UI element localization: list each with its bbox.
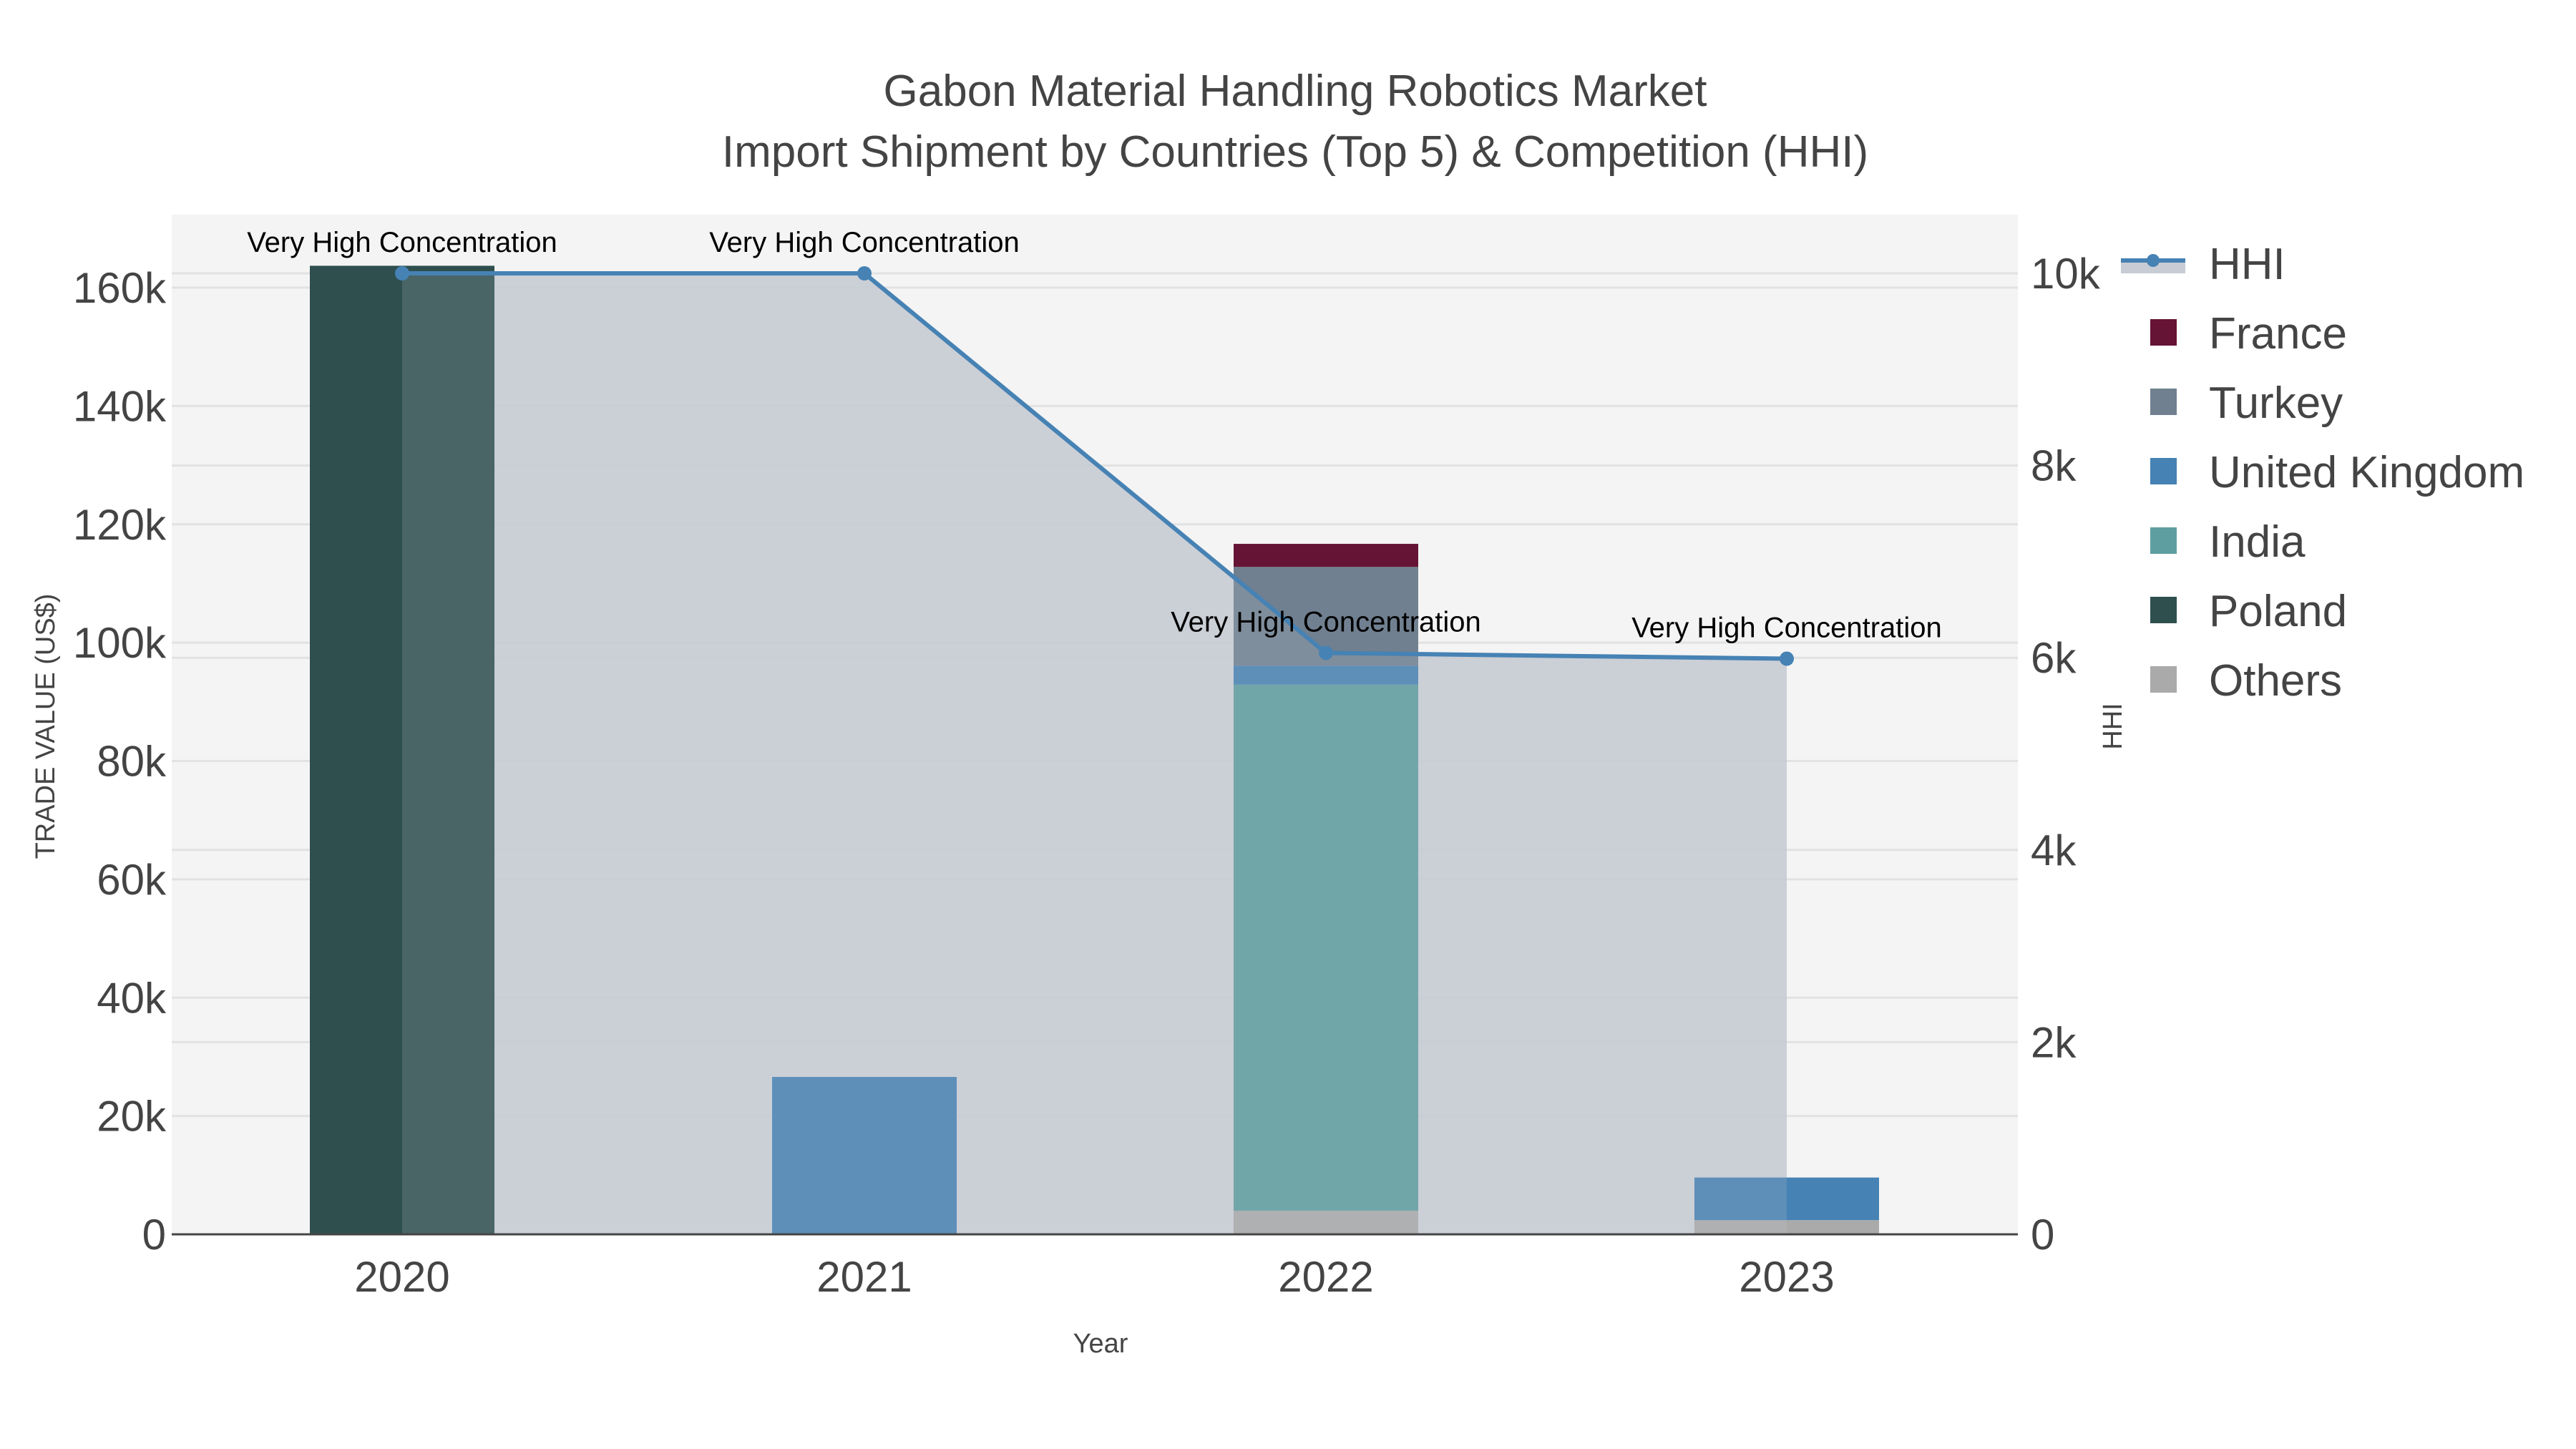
y-tick-label: 160k	[73, 264, 167, 312]
chart-title: Gabon Material Handling Robotics Market	[884, 67, 1707, 116]
hhi-line	[395, 266, 1794, 666]
legend-swatch-icon	[2150, 666, 2177, 693]
hhi-area	[402, 273, 1787, 1234]
legend-item-united-kingdom[interactable]: United Kingdom	[2150, 448, 2524, 497]
legend-item-poland[interactable]: Poland	[2150, 587, 2347, 636]
legend-label: Poland	[2209, 587, 2347, 636]
bars	[310, 265, 1879, 1234]
y-tick-label: 100k	[73, 619, 167, 667]
hhi-marker	[857, 266, 872, 280]
legend-label: Others	[2209, 656, 2342, 706]
legend-swatch-icon	[2150, 527, 2177, 554]
bar-segment	[310, 265, 494, 1234]
bar-segment	[1234, 684, 1418, 1211]
x-tick-label: 2020	[354, 1253, 449, 1301]
legend-label: United Kingdom	[2209, 448, 2524, 497]
hhi-fill-area	[402, 273, 1787, 1234]
y-tick-label: 80k	[97, 738, 167, 786]
legend-label: India	[2209, 517, 2306, 567]
y-axis-title: TRADE VALUE (US$)	[31, 594, 61, 859]
y2-tick-label: 6k	[2031, 634, 2077, 682]
bar-segment	[1234, 665, 1418, 685]
legend-item-india[interactable]: India	[2150, 517, 2306, 567]
y-tick-label: 140k	[73, 382, 167, 430]
hhi-annotation: Very High Concentration	[1631, 613, 1942, 644]
hhi-annotations: Very High Concentration Very High Concent…	[247, 227, 1942, 644]
legend-item-hhi[interactable]: HHI	[2121, 240, 2285, 289]
bar-segment	[1694, 1220, 1879, 1234]
legend: HHI France Turkey United Kingdom India Poland…	[2121, 240, 2524, 706]
bar-segment	[772, 1077, 957, 1234]
legend-swatch-icon	[2150, 389, 2177, 415]
hhi-marker	[1780, 651, 1794, 666]
legend-item-turkey[interactable]: Turkey	[2150, 379, 2343, 428]
x-tick-label: 2023	[1739, 1253, 1834, 1301]
hhi-marker	[1319, 645, 1333, 660]
hhi-fill-overlay	[402, 273, 1787, 1234]
legend-swatch-icon	[2150, 597, 2177, 623]
chart-subtitle: Import Shipment by Countries (Top 5) & C…	[722, 127, 1868, 177]
y-tick-label: 20k	[97, 1093, 167, 1141]
y2-tick-label: 0	[2031, 1211, 2054, 1259]
legend-item-others[interactable]: Others	[2150, 656, 2342, 706]
hhi-annotation: Very High Concentration	[247, 227, 557, 258]
hhi-annotation: Very High Concentration	[709, 227, 1020, 258]
y2-tick-label: 10k	[2031, 250, 2101, 298]
y2-axis-ticks: 0 2k 4k 6k 8k 10k	[2031, 250, 2101, 1259]
legend-label: Turkey	[2209, 379, 2343, 428]
y-tick-label: 60k	[97, 856, 167, 904]
hhi-annotation: Very High Concentration	[1171, 606, 1481, 638]
hhi-marker	[395, 266, 409, 280]
y-tick-label: 120k	[73, 501, 167, 549]
hhi-line-path	[402, 271, 1787, 661]
x-tick-label: 2022	[1278, 1253, 1373, 1301]
x-axis-ticks: 2020 2021 2022 2023	[354, 1253, 1834, 1301]
legend-swatch-icon	[2150, 319, 2177, 346]
y2-tick-label: 2k	[2031, 1018, 2077, 1066]
bar-segment	[1694, 1177, 1879, 1221]
legend-label: HHI	[2209, 240, 2285, 289]
legend-label: France	[2209, 309, 2347, 358]
legend-swatch-icon	[2150, 458, 2177, 484]
y-tick-label: 0	[142, 1211, 166, 1259]
y-axis-ticks: 0 20k 40k 60k 80k 100k 120k 140k 160k	[73, 264, 167, 1259]
bar-segment	[1234, 544, 1418, 567]
x-tick-label: 2021	[816, 1253, 912, 1301]
y2-tick-label: 8k	[2031, 442, 2077, 490]
x-axis-title: Year	[1073, 1329, 1128, 1359]
hhi-legend-marker-icon	[2147, 254, 2160, 267]
y2-axis-title: HHI	[2098, 703, 2128, 749]
y2-tick-label: 4k	[2031, 826, 2077, 874]
bar-segment	[1234, 1210, 1418, 1234]
y-tick-label: 40k	[97, 974, 167, 1022]
legend-item-france[interactable]: France	[2150, 309, 2347, 358]
